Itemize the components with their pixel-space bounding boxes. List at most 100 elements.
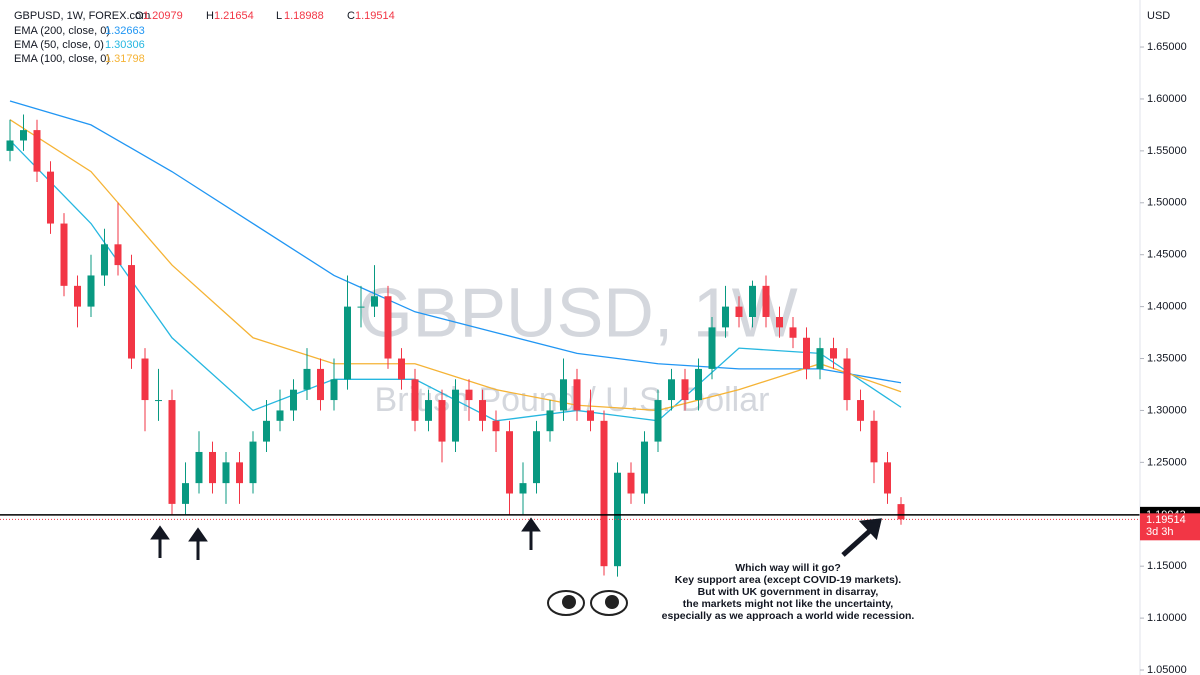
candle-body [195,451,203,484]
candle-body [411,379,419,421]
candle-body [33,130,41,172]
candle-body [870,420,878,463]
annotation-line: Key support area (except COVID-19 market… [675,574,901,586]
candle-body [560,379,567,411]
price-label-bg [1140,513,1200,541]
candle-body [47,171,54,224]
y-tick-label: 1.45000 [1147,249,1187,261]
candle-body [330,379,338,401]
candle-body [857,400,864,421]
candle-body [749,285,756,317]
y-tick-label: 1.50000 [1147,197,1187,209]
candle-body [6,140,14,151]
candle-body [519,483,527,494]
candle-body [492,420,500,432]
candle-body [641,441,648,494]
candle-body [681,379,689,401]
candle-body [128,265,135,359]
candle-body [600,420,608,567]
candle-body [776,316,783,328]
candle-body [722,306,729,328]
candle-body [398,358,405,380]
y-tick-label: 1.60000 [1147,93,1187,105]
legend-name: EMA (50, close, 0) [14,39,104,51]
legend-name: EMA (200, close, 0) [14,25,110,37]
candle-body [587,410,594,421]
candle-body [816,348,824,369]
ohlc-label: L [276,10,282,22]
annotation-line: Which way will it go? [735,562,841,574]
candle-body [573,379,581,411]
candle-body [290,389,297,411]
ohlc-label: O [135,10,144,22]
eyes [547,590,628,616]
candle-body [533,431,540,484]
symbol: GBPUSD, 1W, FOREX.com [14,10,150,22]
candle-body [830,348,837,359]
candle-body [789,327,797,338]
annotation: Which way will it go?Key support area (e… [662,562,915,622]
candle-body [614,472,621,567]
candle-body [60,223,68,286]
candle-body [74,285,81,307]
ohlc-value: 1.20979 [143,10,183,22]
arrow-head [150,525,170,540]
ohlc-label: H [206,10,214,22]
candle-body [20,130,27,141]
candle-body [735,306,743,317]
candle-body [884,462,891,494]
candle-body [843,358,851,401]
candle-body [465,389,473,401]
legend-value: 1.30306 [105,39,145,51]
candle-body [897,504,905,520]
candle-body [546,410,554,432]
annotation-line: But with UK government in disarray, [698,586,879,598]
candle-body [506,431,513,494]
candle-body [303,368,311,390]
candle-body [209,451,216,484]
candle-body [803,337,810,369]
arrow-head [188,527,208,542]
candle-body [438,400,446,442]
candle-body [263,420,270,442]
y-tick-label: 1.40000 [1147,301,1187,313]
watermark-subtitle: British Pound / U.S. Dollar [375,381,770,419]
y-tick-label: 1.25000 [1147,456,1187,468]
ohlc-value: 1.19514 [355,10,395,22]
candle-body [479,400,486,421]
y-tick-label: 1.15000 [1147,560,1187,572]
y-tick-label: 1.05000 [1147,664,1187,675]
candle-body [182,483,189,504]
candle-body [222,462,230,484]
axis-unit: USD [1147,10,1170,22]
y-tick-label: 1.10000 [1147,612,1187,624]
candle-body [87,275,95,307]
candle-body [344,306,351,380]
ohlc-label: C [347,10,355,22]
candle-body [425,400,432,421]
candle-body [452,389,459,442]
watermark-title: GBPUSD, 1W [358,273,798,351]
candle-body [249,441,257,484]
candle-body [668,379,675,401]
y-tick-label: 1.55000 [1147,145,1187,157]
candle-body [236,462,243,484]
candle-body [695,368,702,401]
pupil [562,595,576,609]
pupil [605,595,619,609]
candle-body [384,296,392,359]
ema-line [9,100,902,384]
candle-body [627,472,635,494]
candle-body [114,244,122,266]
arrow-head [521,517,541,532]
y-tick-label: 1.30000 [1147,404,1187,416]
candle-body [168,400,176,504]
candle-body [317,368,324,401]
y-tick-label: 1.35000 [1147,352,1187,364]
arrow [841,527,874,557]
arrows [150,517,882,560]
candle-body [762,285,770,317]
